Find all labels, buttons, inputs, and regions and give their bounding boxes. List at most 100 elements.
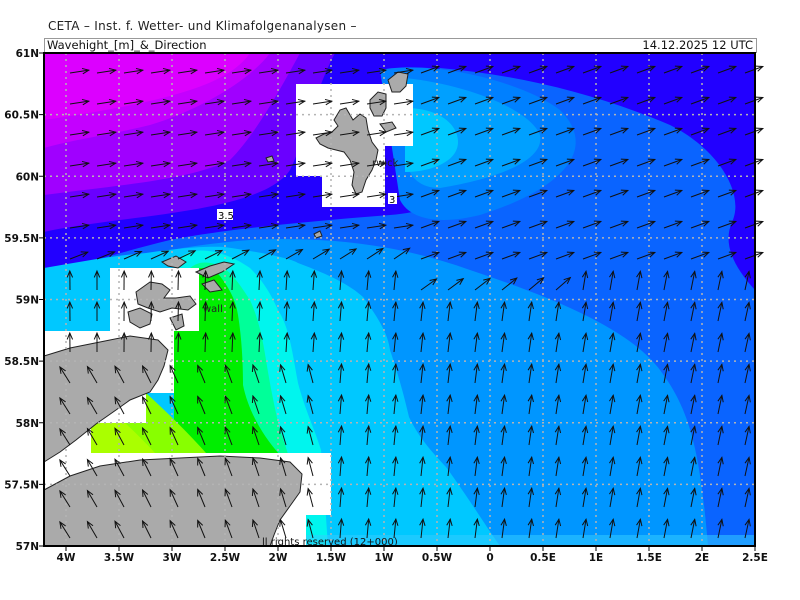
wave-arrow <box>312 191 334 199</box>
wave-arrow <box>420 65 441 74</box>
wave-arrow <box>392 393 399 415</box>
wave-arrow <box>663 220 684 229</box>
wave-arrow <box>202 331 209 353</box>
wave-arrow <box>285 98 307 106</box>
wave-arrow <box>582 251 603 260</box>
wave-arrow <box>636 425 643 446</box>
wave-arrow <box>554 300 562 322</box>
wave-arrow <box>474 189 495 198</box>
wave-arrow <box>169 457 179 477</box>
wave-arrow <box>419 393 426 415</box>
wave-arrow <box>66 331 74 353</box>
wave-arrow <box>392 517 399 539</box>
wave-arrow <box>555 251 576 260</box>
wave-arrow <box>339 222 361 230</box>
wave-arrow <box>554 424 562 446</box>
wave-arrow <box>609 270 616 291</box>
wave-arrow <box>69 67 91 75</box>
wave-arrow <box>473 300 480 322</box>
wave-arrow <box>197 364 206 384</box>
wave-arrow <box>285 67 307 75</box>
wave-arrow <box>582 158 603 167</box>
wave-arrow <box>175 331 182 353</box>
wave-arrow <box>114 458 125 477</box>
wave-arrow <box>744 394 751 415</box>
wave-arrow <box>150 191 172 199</box>
wave-arrow <box>251 425 260 446</box>
wave-arrow <box>581 424 589 446</box>
wave-arrow <box>663 456 670 477</box>
wave-arrow <box>59 396 71 415</box>
wave-arrow <box>197 395 206 415</box>
wave-arrow <box>69 251 89 260</box>
wave-arrow <box>69 191 91 199</box>
wave-arrow <box>527 300 534 322</box>
wave-arrow <box>204 67 226 75</box>
wave-arrow <box>285 222 307 230</box>
wave-arrow <box>744 487 751 508</box>
wave-arrow <box>420 96 441 105</box>
wave-arrow <box>609 394 616 415</box>
wave-arrow <box>204 98 226 106</box>
wave-arrow <box>366 129 388 137</box>
wave-arrow <box>690 127 711 136</box>
wave-arrow <box>636 96 657 105</box>
wave-arrow <box>500 517 507 539</box>
wave-arrow <box>123 191 145 199</box>
wave-arrow <box>337 300 345 322</box>
wave-arrow <box>473 455 480 477</box>
wave-arrow <box>717 65 738 74</box>
lon-tick-label: 2.5W <box>210 552 241 564</box>
wave-arrow <box>364 362 372 384</box>
wave-arrow <box>663 189 684 198</box>
wave-arrow <box>224 395 233 415</box>
wave-arrow <box>66 300 74 322</box>
wave-arrow <box>420 158 441 167</box>
wave-arrow <box>663 158 684 167</box>
wave-arrow <box>169 364 179 384</box>
wave-arrow <box>366 191 388 199</box>
wave-arrow <box>337 486 345 508</box>
wave-arrow <box>581 362 589 384</box>
wave-arrow <box>337 455 345 477</box>
wave-arrow <box>609 487 616 508</box>
wave-arrow <box>501 65 522 74</box>
wave-arrow <box>663 487 670 508</box>
wave-arrow <box>527 331 534 353</box>
wave-arrow <box>555 276 572 291</box>
wave-arrow <box>663 127 684 136</box>
wave-arrow <box>169 488 179 508</box>
wave-arrow <box>420 251 441 260</box>
wave-arrow <box>581 455 589 477</box>
wave-arrow <box>690 189 711 198</box>
wave-arrow <box>474 220 495 229</box>
wave-arrow <box>474 251 495 260</box>
wave-arrow <box>555 127 576 136</box>
wave-arrow <box>582 65 603 74</box>
wave-arrow <box>114 365 125 384</box>
wave-arrow <box>609 518 616 539</box>
wave-arrow <box>339 191 361 199</box>
wave-arrow <box>312 129 334 137</box>
wave-arrow <box>744 518 751 539</box>
wave-arrow <box>717 332 724 353</box>
lat-tick-label: 57N <box>16 541 39 553</box>
wave-arrow <box>86 489 98 508</box>
wave-arrow <box>744 425 751 446</box>
wave-arrow <box>202 269 209 291</box>
wave-arrow <box>366 98 388 106</box>
wave-arrow <box>312 67 334 75</box>
wave-arrow <box>663 332 670 353</box>
wave-arrow <box>474 277 492 291</box>
wave-arrow <box>150 67 172 75</box>
wave-arrow <box>690 270 697 291</box>
wave-arrow <box>310 331 318 353</box>
wave-arrow <box>229 269 236 291</box>
wave-arrow <box>527 486 534 508</box>
wave-arrow <box>231 98 253 106</box>
wave-arrow <box>446 362 453 384</box>
wave-arrow <box>393 129 415 137</box>
place-label-kirkwall: wall <box>203 304 223 315</box>
wave-arrow <box>150 222 172 230</box>
wave-arrow <box>177 129 199 137</box>
